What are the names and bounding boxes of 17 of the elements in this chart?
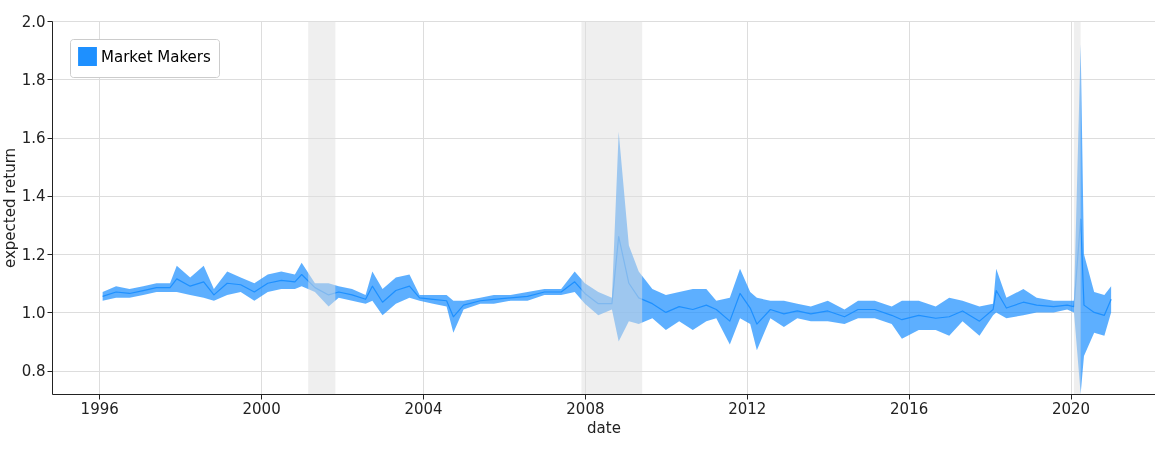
y-tick-label: 0.8 [21,362,46,381]
x-tick-label: 2012 [728,399,767,418]
y-tick-label: 1.0 [21,303,46,322]
y-tick-label: 1.6 [21,129,46,148]
x-tick-label: 2016 [890,399,929,418]
x-tick-label: 2008 [566,399,605,418]
legend-label: Market Makers [101,47,212,66]
x-tick-label: 2020 [1051,399,1091,418]
x-axis-title: date [587,418,621,437]
x-tick-label: 1996 [80,399,119,418]
y-tick-label: 2.0 [21,12,46,31]
y-tick-label: 1.4 [21,187,46,206]
x-tick-label: 2004 [404,399,443,418]
y-axis-title: expected return [0,147,19,269]
y-tick-label: 1.8 [21,70,46,89]
y-tick-label: 1.2 [21,245,46,264]
x-tick-label: 2000 [242,399,281,418]
